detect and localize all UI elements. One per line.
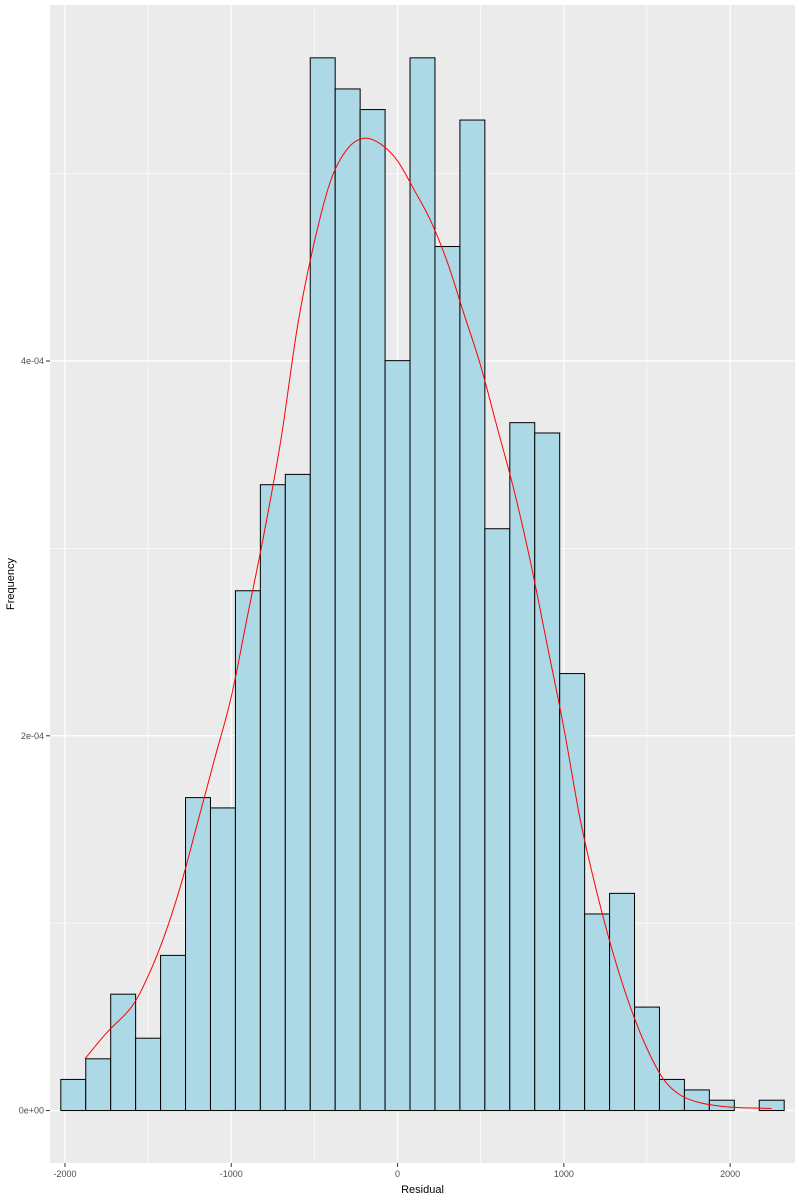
y-tick-label: 4e-04 [21, 356, 44, 366]
histogram-bar [683, 1089, 710, 1112]
histogram-bar [559, 673, 586, 1112]
density-curve [84, 137, 772, 1109]
y-axis-title: Frequency [5, 558, 17, 610]
histogram-bar [60, 1078, 87, 1112]
histogram-bar [384, 360, 411, 1112]
histogram-bar [334, 88, 361, 1112]
histogram-bar [309, 57, 336, 1112]
histogram-bar [409, 57, 436, 1112]
y-axis-ticks: 0e+00 2e-04 4e-04 [19, 356, 50, 1116]
histogram-bar [459, 119, 486, 1112]
histogram-bar [584, 913, 611, 1112]
histogram-bar [160, 954, 187, 1112]
x-tick-label: -1000 [220, 1169, 243, 1179]
histogram-bar [85, 1058, 112, 1112]
histogram-bar [484, 528, 511, 1112]
histogram-bar [234, 590, 261, 1112]
y-tick-label: 2e-04 [21, 731, 44, 741]
y-tick-label: 0e+00 [19, 1106, 44, 1116]
histogram-bar [758, 1099, 785, 1112]
x-tick-label: 2000 [720, 1169, 740, 1179]
histogram-bar [209, 807, 236, 1112]
histogram-bar [609, 892, 636, 1112]
histogram-bar [185, 797, 211, 1112]
x-tick-label: -2000 [53, 1169, 76, 1179]
histogram-bar [259, 484, 286, 1112]
histogram-bar [110, 993, 137, 1112]
histogram-bar [509, 422, 536, 1112]
x-tick-label: 1000 [554, 1169, 574, 1179]
histogram-bar [708, 1099, 735, 1112]
histogram-bar [434, 246, 461, 1112]
histogram-bar [634, 1006, 660, 1112]
histogram-bars [60, 57, 785, 1112]
histogram-bar [359, 109, 386, 1112]
x-axis-ticks: -2000 -1000 0 1000 2000 [53, 1163, 740, 1179]
histogram-bar [534, 432, 561, 1112]
histogram-bar [284, 473, 311, 1112]
x-axis-title: Residual [401, 1184, 444, 1196]
histogram-bar [135, 1037, 162, 1112]
x-tick-label: 0 [395, 1169, 400, 1179]
